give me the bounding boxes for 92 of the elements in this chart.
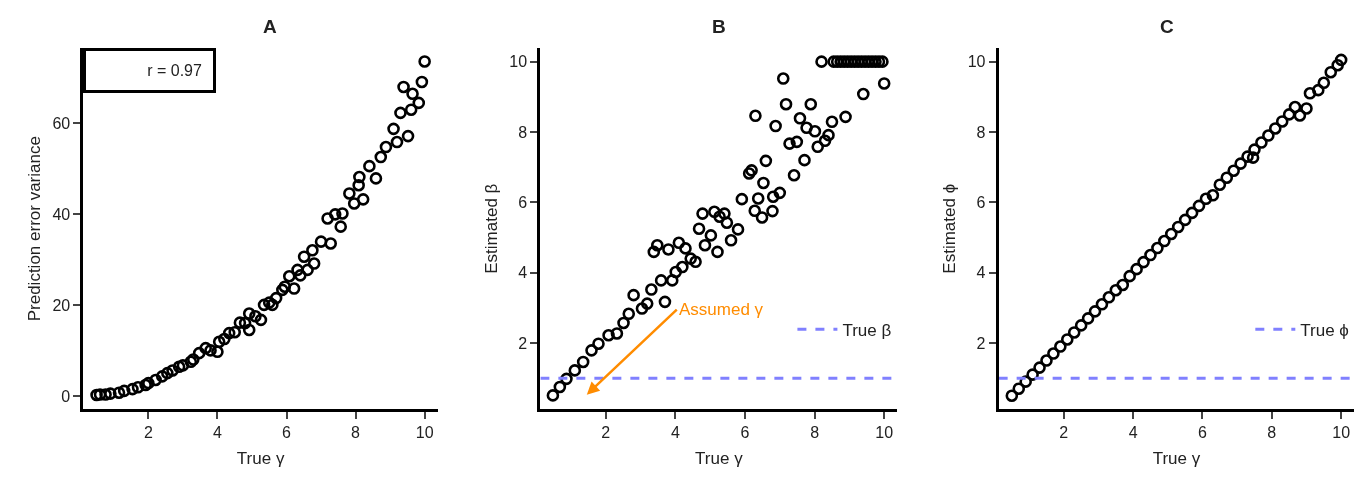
- point: [1192, 199, 1206, 213]
- point: [1095, 298, 1109, 311]
- legend-label: True β: [842, 320, 892, 340]
- legend-label: True ϕ: [1300, 320, 1349, 340]
- point: [1151, 241, 1164, 255]
- point: [1123, 269, 1136, 283]
- x-tick-label: 6: [740, 424, 750, 442]
- x-tick-label: 10: [1332, 424, 1351, 442]
- point: [1324, 65, 1338, 79]
- y-tick-label: 60: [52, 114, 71, 132]
- point: [1300, 102, 1313, 115]
- y-tick-label: 20: [52, 296, 71, 314]
- point: [1109, 283, 1123, 297]
- point: [1317, 76, 1331, 90]
- point: [1033, 361, 1046, 374]
- x-tick-label: 4: [1128, 424, 1138, 442]
- x-tick-label: 4: [670, 424, 680, 442]
- point: [1158, 234, 1171, 248]
- point: [1005, 389, 1019, 403]
- point: [1293, 109, 1307, 122]
- point: [1288, 100, 1302, 114]
- x-tick-label: 6: [282, 424, 292, 442]
- x-tick-label: 4: [212, 424, 222, 442]
- y-tick-label: 4: [518, 264, 528, 282]
- x-axis-title: True γ: [695, 448, 744, 468]
- point: [1178, 213, 1192, 227]
- y-axis-title: Estimated ϕ: [940, 183, 960, 274]
- point: [1241, 150, 1254, 163]
- point: [1054, 340, 1067, 353]
- point: [1074, 319, 1088, 332]
- x-tick-label: 8: [1267, 424, 1277, 442]
- y-axis-title: Prediction error variance: [25, 136, 44, 322]
- x-tick-label: 10: [415, 424, 434, 442]
- y-tick-label: 0: [61, 387, 71, 405]
- point: [1116, 278, 1130, 292]
- point: [1185, 206, 1199, 220]
- y-tick-label: 6: [976, 193, 986, 211]
- point: [1234, 157, 1247, 170]
- point: [1220, 171, 1234, 185]
- x-tick-label: 2: [1059, 424, 1069, 442]
- y-tick-label: 2: [518, 334, 528, 352]
- point: [1067, 326, 1081, 339]
- point: [1268, 122, 1282, 135]
- y-axis-title: Estimated β: [481, 183, 501, 274]
- chart-title: A: [263, 16, 277, 37]
- point: [1088, 305, 1102, 318]
- point: [1334, 53, 1348, 67]
- x-tick-label: 2: [143, 424, 153, 442]
- point: [1144, 248, 1157, 262]
- point: [1171, 220, 1185, 234]
- point: [1303, 87, 1317, 100]
- y-tick-label: 10: [967, 53, 986, 71]
- point: [1199, 192, 1213, 206]
- x-axis-title: True γ: [236, 448, 285, 468]
- point: [1130, 262, 1143, 276]
- y-tick-label: 2: [976, 334, 986, 352]
- chart-title: C: [1160, 16, 1174, 37]
- y-tick-label: 6: [518, 193, 528, 211]
- x-tick-label: 6: [1198, 424, 1208, 442]
- y-tick-label: 8: [518, 123, 528, 141]
- x-tick-label: 2: [601, 424, 611, 442]
- point: [1248, 143, 1261, 156]
- annotation: r = 0.97: [147, 62, 202, 79]
- x-tick-label: 10: [875, 424, 894, 442]
- x-tick-label: 8: [351, 424, 361, 442]
- chart-title: B: [712, 16, 726, 37]
- point: [1026, 368, 1039, 381]
- point: [1282, 108, 1296, 121]
- point: [1137, 255, 1150, 269]
- y-tick-label: 4: [976, 264, 986, 282]
- point: [1047, 347, 1060, 360]
- point: [1275, 115, 1289, 128]
- point: [1102, 290, 1116, 304]
- y-tick-label: 8: [976, 123, 986, 141]
- point: [1081, 312, 1095, 325]
- point: [1227, 164, 1240, 177]
- point: [1040, 354, 1053, 367]
- point: [1262, 129, 1275, 142]
- y-tick-label: 10: [509, 53, 528, 71]
- annotation: Assumed γ: [679, 300, 764, 319]
- point: [1246, 151, 1260, 164]
- y-tick-label: 40: [52, 205, 71, 223]
- point: [1206, 188, 1220, 202]
- point: [1213, 178, 1227, 192]
- x-axis-title: True γ: [1152, 448, 1201, 468]
- point: [1255, 136, 1268, 149]
- point: [1311, 83, 1325, 97]
- point: [1012, 382, 1026, 395]
- point: [1164, 227, 1178, 241]
- point: [1060, 333, 1074, 346]
- x-tick-label: 8: [810, 424, 820, 442]
- point: [1331, 58, 1344, 72]
